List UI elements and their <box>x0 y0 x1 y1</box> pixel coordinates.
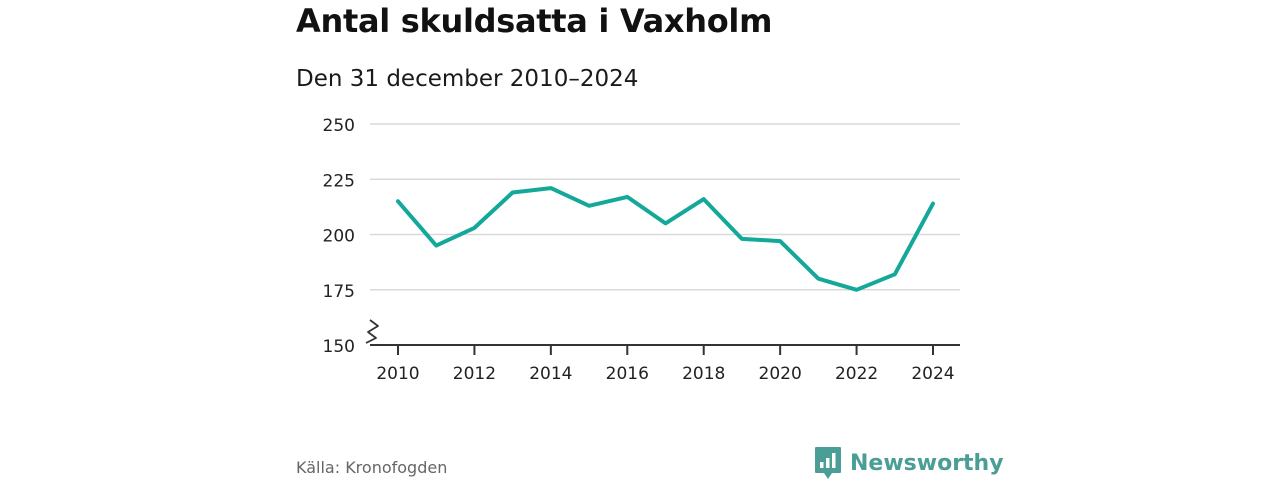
data-point-2024 <box>932 203 934 205</box>
x-tick-label: 2014 <box>529 364 572 384</box>
bar-chart-speech-bubble-icon <box>815 447 841 479</box>
x-tick-label: 2010 <box>376 364 419 384</box>
axis-break-mark <box>365 319 379 344</box>
x-tick-label: 2024 <box>911 364 954 384</box>
zigzag-axis-break-icon <box>365 319 379 344</box>
y-tick-label: 250 <box>323 116 355 136</box>
y-tick-label: 150 <box>323 337 355 357</box>
x-tick-label: 2012 <box>453 364 496 384</box>
series-line-0 <box>396 186 935 292</box>
data-point-2014 <box>550 187 552 189</box>
source-note: Källa: Kronofogden <box>296 458 448 477</box>
x-tick-labels: 2010 2012 2014 2016 2018 2020 2022 2024 <box>376 345 955 384</box>
data-point-2021 <box>817 278 819 280</box>
chart-subtitle: Den 31 december 2010–2024 <box>296 66 639 92</box>
y-tick-label: 175 <box>323 282 355 302</box>
data-point-2015 <box>588 205 590 207</box>
data-point-2020 <box>779 240 781 242</box>
series <box>396 186 935 292</box>
x-tick-label: 2022 <box>835 364 878 384</box>
y-tick-label: 200 <box>323 227 355 247</box>
x-tick-label: 2020 <box>759 364 802 384</box>
data-point-2010 <box>397 200 399 202</box>
data-point-2018 <box>703 198 705 200</box>
data-point-2023 <box>894 273 896 275</box>
brand-name: Newsworthy <box>850 450 1004 476</box>
x-tick-label: 2018 <box>682 364 725 384</box>
data-point-2016 <box>626 196 628 198</box>
brand-logo: Newsworthy <box>814 446 1004 480</box>
data-point-2019 <box>741 238 743 240</box>
data-point-2012 <box>473 227 475 229</box>
data-point-2013 <box>512 192 514 194</box>
y-tick-labels: 150 175 200 225 250 <box>323 116 355 357</box>
data-point-2022 <box>856 289 858 291</box>
data-point-2017 <box>665 222 666 224</box>
data-point-2011 <box>435 245 437 247</box>
chart-title: Antal skuldsatta i Vaxholm <box>296 2 773 40</box>
line-chart: 150 175 200 225 250 2010 2012 2014 2016 2018 2020… <box>323 116 960 384</box>
x-tick-label: 2016 <box>606 364 649 384</box>
y-tick-label: 225 <box>323 171 355 191</box>
grid-lines <box>370 123 960 291</box>
